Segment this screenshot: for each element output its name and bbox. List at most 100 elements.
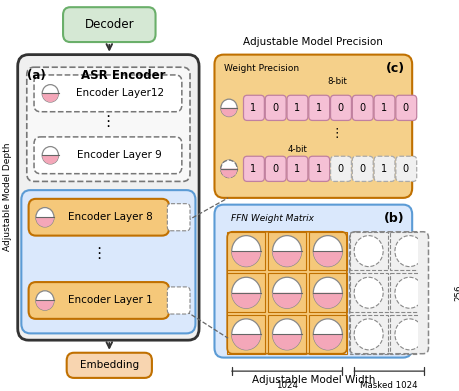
Text: 1: 1 — [381, 103, 387, 113]
Text: 1024: 1024 — [276, 381, 298, 390]
Text: FFN Weight Matrix: FFN Weight Matrix — [231, 214, 314, 223]
Text: 1: 1 — [251, 164, 257, 174]
Bar — [309, 273, 347, 312]
Bar — [350, 315, 388, 354]
Circle shape — [232, 319, 261, 350]
FancyBboxPatch shape — [214, 55, 412, 198]
Text: Embedding: Embedding — [80, 361, 139, 370]
Text: Masked 1024: Masked 1024 — [360, 381, 418, 390]
Text: 256: 256 — [454, 285, 459, 301]
FancyBboxPatch shape — [63, 7, 156, 42]
Wedge shape — [232, 251, 261, 267]
Circle shape — [42, 147, 58, 164]
Text: 0: 0 — [403, 164, 409, 174]
Bar — [391, 232, 429, 271]
FancyBboxPatch shape — [27, 67, 190, 181]
Text: 0: 0 — [337, 164, 344, 174]
FancyBboxPatch shape — [18, 55, 199, 340]
FancyBboxPatch shape — [309, 156, 330, 181]
FancyBboxPatch shape — [168, 204, 190, 231]
FancyBboxPatch shape — [374, 156, 395, 181]
FancyBboxPatch shape — [330, 156, 352, 181]
FancyBboxPatch shape — [287, 95, 308, 120]
Text: 0: 0 — [337, 103, 344, 113]
Text: (b): (b) — [384, 212, 405, 225]
Text: 0: 0 — [272, 103, 278, 113]
FancyBboxPatch shape — [265, 95, 286, 120]
Circle shape — [232, 277, 261, 308]
Circle shape — [273, 277, 302, 308]
Wedge shape — [42, 93, 58, 102]
Text: ⋮: ⋮ — [331, 127, 343, 140]
FancyBboxPatch shape — [374, 95, 395, 120]
Bar — [309, 315, 347, 354]
Wedge shape — [36, 300, 54, 310]
Circle shape — [354, 277, 383, 308]
Circle shape — [395, 236, 424, 267]
Wedge shape — [221, 169, 237, 178]
Text: 0: 0 — [403, 103, 409, 113]
Wedge shape — [42, 155, 58, 164]
Circle shape — [354, 236, 383, 267]
Text: Adjustable Model Width: Adjustable Model Width — [252, 375, 375, 385]
Text: Encoder Layer12: Encoder Layer12 — [76, 88, 164, 99]
Wedge shape — [232, 334, 261, 350]
Text: Encoder Layer 1: Encoder Layer 1 — [68, 296, 152, 305]
Bar — [227, 273, 265, 312]
Circle shape — [36, 208, 54, 227]
Text: Adjustable Model Depth: Adjustable Model Depth — [3, 143, 12, 251]
Circle shape — [221, 160, 237, 178]
Circle shape — [395, 319, 424, 350]
Circle shape — [313, 277, 342, 308]
Circle shape — [395, 277, 424, 308]
FancyBboxPatch shape — [227, 232, 347, 354]
Text: 1: 1 — [316, 103, 322, 113]
Circle shape — [221, 99, 237, 117]
Text: Adjustable Model Precision: Adjustable Model Precision — [243, 37, 383, 47]
FancyBboxPatch shape — [21, 190, 196, 334]
Text: 0: 0 — [272, 164, 278, 174]
Bar — [391, 273, 429, 312]
Text: Weight Precision: Weight Precision — [224, 64, 299, 73]
Text: 0: 0 — [359, 164, 365, 174]
Circle shape — [42, 84, 58, 102]
FancyBboxPatch shape — [244, 95, 264, 120]
Circle shape — [221, 160, 237, 178]
Wedge shape — [313, 251, 342, 267]
Wedge shape — [273, 334, 302, 350]
FancyBboxPatch shape — [265, 156, 286, 181]
Bar — [268, 315, 306, 354]
Wedge shape — [221, 108, 237, 117]
Text: 1: 1 — [294, 103, 300, 113]
Text: 1: 1 — [294, 164, 300, 174]
Text: 1: 1 — [381, 164, 387, 174]
Wedge shape — [313, 293, 342, 308]
Wedge shape — [313, 334, 342, 350]
FancyBboxPatch shape — [330, 95, 352, 120]
Text: (a): (a) — [27, 70, 45, 83]
Text: Encoder Layer 9: Encoder Layer 9 — [78, 150, 162, 160]
Wedge shape — [273, 293, 302, 308]
Text: 0: 0 — [359, 103, 365, 113]
Bar — [227, 232, 265, 271]
FancyBboxPatch shape — [168, 287, 190, 314]
Circle shape — [313, 319, 342, 350]
Text: 1: 1 — [251, 103, 257, 113]
Bar — [309, 232, 347, 271]
Bar — [350, 232, 388, 271]
Text: Encoder Layer 8: Encoder Layer 8 — [68, 212, 152, 222]
Text: ASR Encoder: ASR Encoder — [81, 70, 165, 83]
Text: ⋮: ⋮ — [91, 246, 106, 260]
Circle shape — [36, 291, 54, 310]
Bar — [268, 273, 306, 312]
Text: (c): (c) — [386, 62, 405, 75]
Bar — [268, 232, 306, 271]
Wedge shape — [273, 251, 302, 267]
FancyBboxPatch shape — [67, 353, 152, 378]
FancyBboxPatch shape — [396, 156, 417, 181]
FancyBboxPatch shape — [214, 204, 412, 358]
Wedge shape — [221, 169, 237, 178]
Circle shape — [273, 236, 302, 267]
FancyBboxPatch shape — [353, 95, 373, 120]
Circle shape — [232, 236, 261, 267]
